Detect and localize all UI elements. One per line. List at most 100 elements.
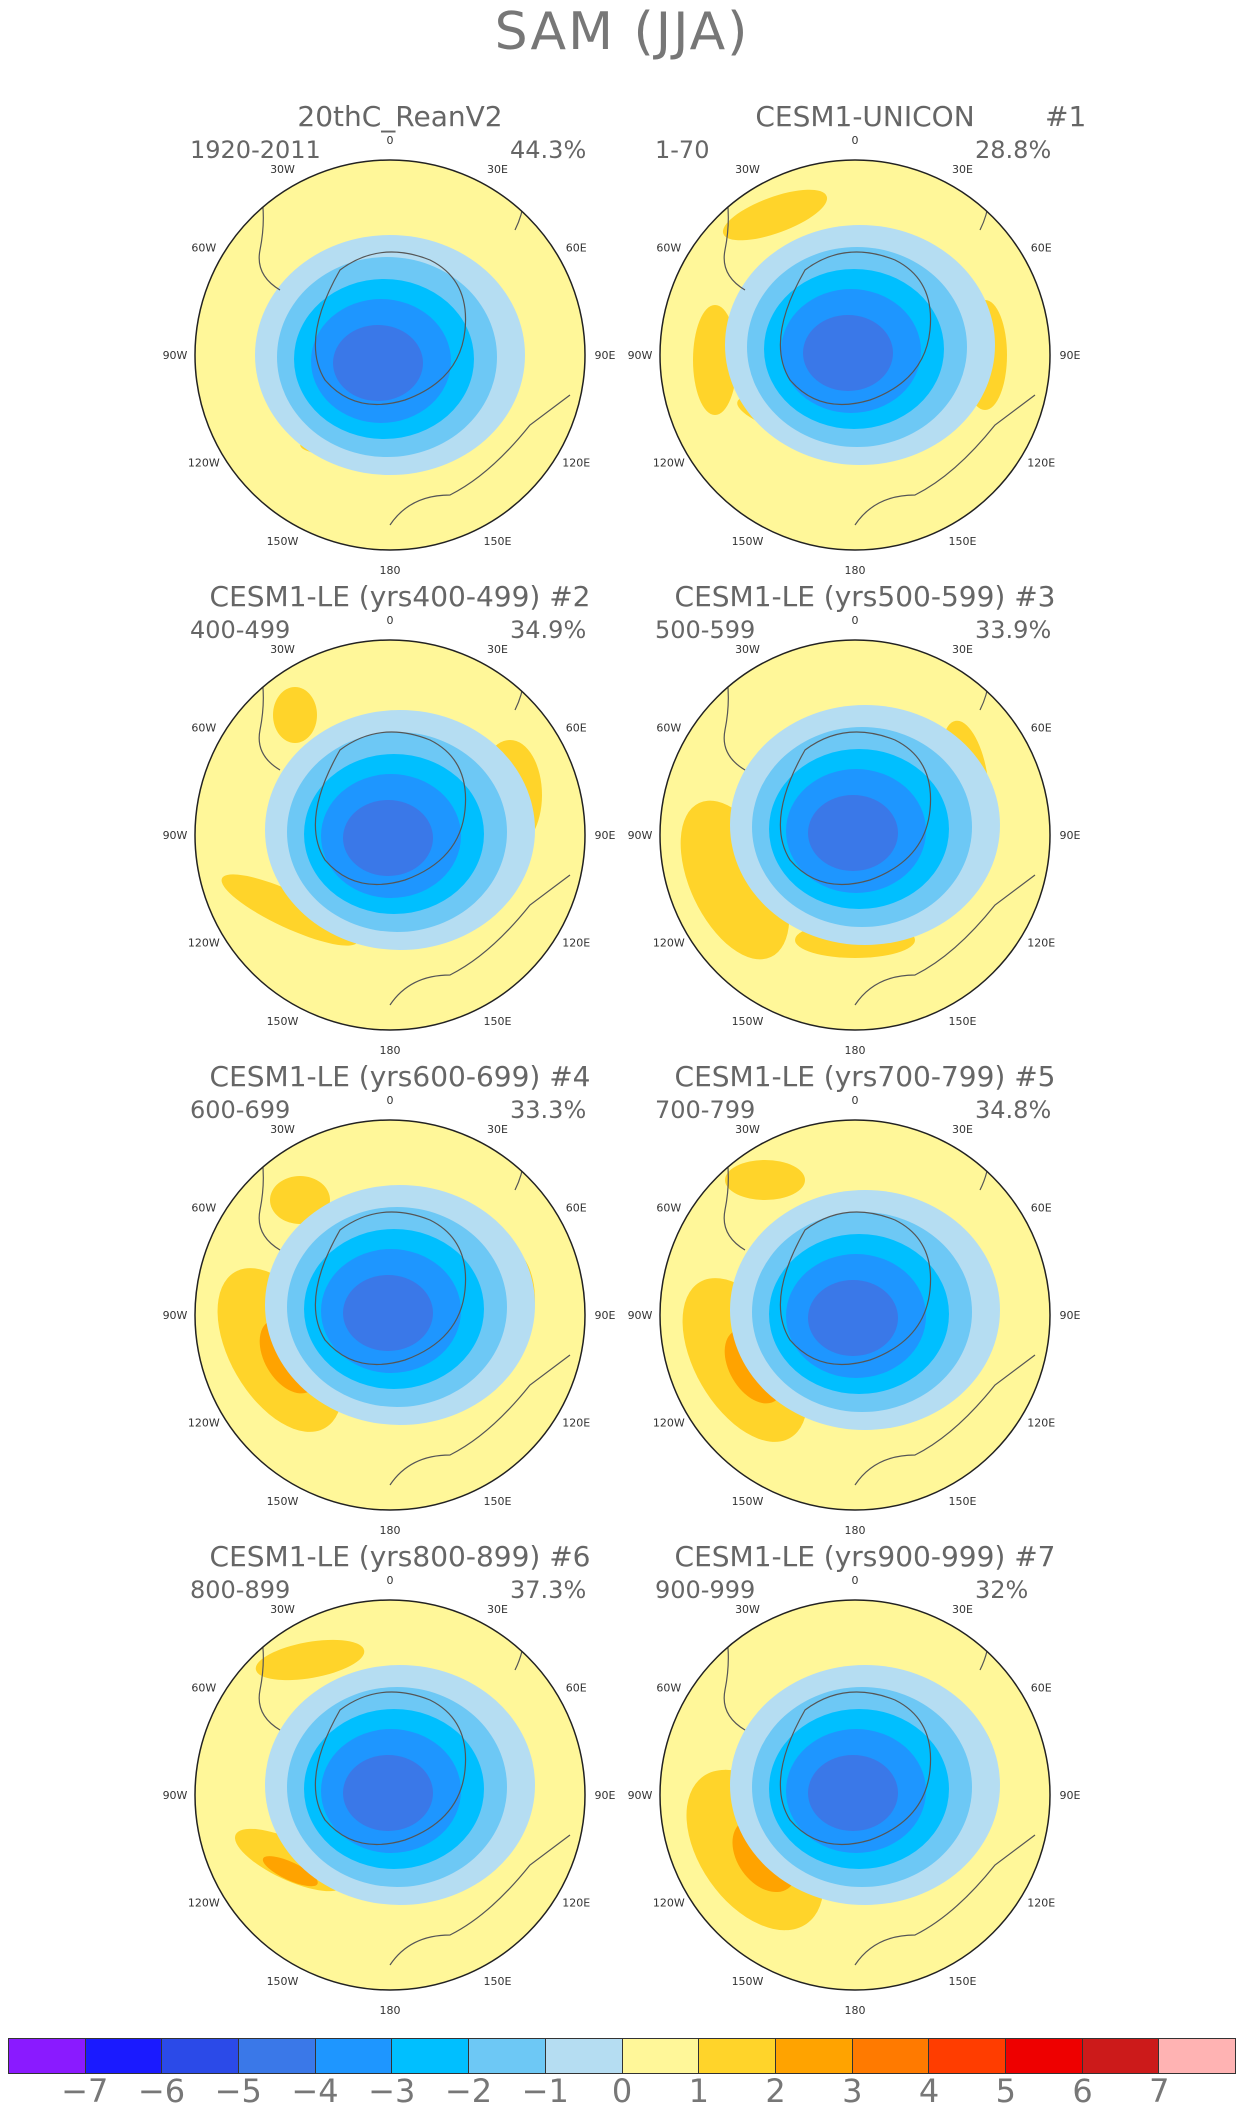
panel-variance-percent: 34.8%	[975, 1096, 1052, 1124]
colorbar-tick-label: −6	[137, 2072, 186, 2110]
negative-anomaly-level	[803, 315, 893, 391]
longitude-label: 150W	[267, 535, 299, 548]
colorbar-segment	[469, 2039, 546, 2073]
colorbar-segment	[1082, 2039, 1160, 2073]
polar-map: 0 30E 60E 90E 120E 150E 180 150W 120W 90W 60W 30W	[163, 1574, 616, 2017]
polar-map: 0 30E 60E 90E 120E 150E 180 150W 120W 90W 60W 30W	[163, 614, 616, 1057]
longitude-label: 90E	[1060, 829, 1081, 842]
longitude-label: 30W	[735, 1603, 760, 1616]
panel-years: 500-599	[655, 616, 756, 644]
colorbar-tick-label: 0	[611, 2072, 633, 2110]
panel-years: 900-999	[655, 1576, 756, 1604]
polar-map: 0 30E 60E 90E 120E 150E 180 150W 120W 90W 60W 30W	[628, 134, 1081, 577]
antarctica-coastline	[314, 251, 467, 406]
colorbar-segment	[1159, 2039, 1236, 2073]
colorbar-segment	[545, 2039, 623, 2073]
colorbar-tick-label: −2	[444, 2072, 493, 2110]
positive-anomaly	[255, 1639, 365, 1681]
antarctica-coastline	[779, 251, 932, 406]
map-panel: CESM1-LE (yrs600-699) #4 600-699 33.3% 0 30E…	[163, 1060, 750, 1537]
colorbar-segment	[852, 2039, 930, 2073]
longitude-label: 60W	[656, 242, 681, 255]
map-panel: CESM1-LE (yrs800-899) #6 800-899 37.3% 0 30E…	[163, 1540, 750, 2017]
panel-title: CESM1-LE (yrs400-499) #2	[209, 580, 591, 613]
negative-anomaly-level	[808, 795, 898, 871]
longitude-label: 60E	[1031, 1202, 1052, 1215]
colorbar-segment	[929, 2039, 1006, 2073]
panel-years: 600-699	[190, 1096, 291, 1124]
longitude-label: 120E	[562, 1417, 590, 1430]
longitude-label: 60E	[566, 242, 587, 255]
longitude-label: 120E	[562, 937, 590, 950]
panel-title: CESM1-LE (yrs900-999) #7	[674, 1540, 1056, 1573]
longitude-label: 0	[852, 1574, 859, 1587]
longitude-label: 120W	[188, 1417, 220, 1430]
longitude-label: 60E	[1031, 722, 1052, 735]
australia-coastline	[854, 1354, 1036, 1486]
longitude-label: 90E	[595, 1309, 616, 1322]
australia-coastline	[854, 874, 1036, 1006]
panel-years: 400-499	[190, 616, 291, 644]
longitude-label: 60E	[566, 1202, 587, 1215]
colorbar-tick-label: −4	[291, 2072, 339, 2110]
longitude-label: 90E	[1060, 1309, 1081, 1322]
panel-years: 700-799	[655, 1096, 756, 1124]
longitude-label: 60E	[566, 1682, 587, 1695]
longitude-label: 120W	[653, 1417, 685, 1430]
longitude-label: 150E	[949, 1015, 977, 1028]
polar-map: 0 30E 60E 90E 120E 150E 180 150W 120W 90W 60W 30W	[628, 614, 1081, 1057]
australia-coastline	[854, 394, 1036, 526]
colorbar-segment	[239, 2039, 316, 2073]
colorbar-tick-label: 6	[1072, 2072, 1093, 2110]
longitude-label: 90W	[163, 349, 188, 362]
colorbar-segment	[392, 2039, 470, 2073]
negative-anomaly-level	[808, 1280, 898, 1356]
longitude-label: 150W	[267, 1015, 299, 1028]
polar-map: 0 30E 60E 90E 120E 150E 180 150W 120W 90W 60W 30W	[163, 1094, 616, 1537]
longitude-label: 90E	[1060, 1789, 1081, 1802]
longitude-label: 90E	[1060, 349, 1081, 362]
longitude-label: 90W	[163, 1789, 188, 1802]
colorbar-segment	[699, 2039, 776, 2073]
longitude-label: 0	[852, 134, 859, 147]
longitude-label: 90W	[628, 829, 653, 842]
longitude-label: 90E	[595, 349, 616, 362]
map-border	[659, 159, 1051, 551]
colorbar-segment	[622, 2039, 700, 2073]
colorbar-segment	[315, 2039, 393, 2073]
map-border	[659, 639, 1051, 1031]
panel-title: CESM1-LE (yrs700-799) #5	[674, 1060, 1056, 1093]
longitude-label: 150W	[732, 1975, 764, 1988]
longitude-label: 120W	[653, 457, 685, 470]
map-border	[194, 1119, 586, 1511]
longitude-label: 90E	[595, 829, 616, 842]
longitude-label: 150E	[484, 535, 512, 548]
panel-variance-percent: 32%	[975, 1576, 1029, 1604]
australia-coastline	[854, 1834, 1036, 1966]
colorbar-segment	[8, 2039, 86, 2073]
panel-variance-percent: 33.9%	[975, 616, 1052, 644]
longitude-label: 180	[380, 2004, 401, 2017]
colorbar-tick-label: 5	[995, 2072, 1016, 2110]
antarctica-coastline	[779, 731, 932, 886]
longitude-label: 0	[852, 1094, 859, 1107]
longitude-label: 30E	[487, 1123, 508, 1136]
map-border	[194, 159, 586, 551]
map-panel: CESM1-LE (yrs700-799) #5 700-799 34.8% 0 30E…	[628, 1060, 1215, 1537]
longitude-label: 30W	[735, 643, 760, 656]
positive-anomaly	[722, 189, 828, 241]
panel-title: CESM1-LE (yrs800-899) #6	[209, 1540, 591, 1573]
longitude-label: 30E	[952, 1123, 973, 1136]
longitude-label: 0	[852, 614, 859, 627]
longitude-label: 0	[387, 1574, 394, 1587]
map-panel: CESM1-LE (yrs900-999) #7 900-999 32% 0 30E 60…	[628, 1540, 1215, 2017]
positive-anomaly-strong	[262, 1856, 318, 1887]
australia-coastline	[389, 394, 571, 526]
figure-title: SAM (JJA)	[494, 2, 750, 62]
colorbar-tick-label: −7	[61, 2072, 109, 2110]
australia-coastline	[389, 1834, 571, 1966]
longitude-label: 150W	[267, 1975, 299, 1988]
longitude-label: 60W	[191, 1202, 216, 1215]
longitude-label: 150E	[484, 1495, 512, 1508]
panel-title: CESM1-UNICON	[755, 100, 975, 133]
